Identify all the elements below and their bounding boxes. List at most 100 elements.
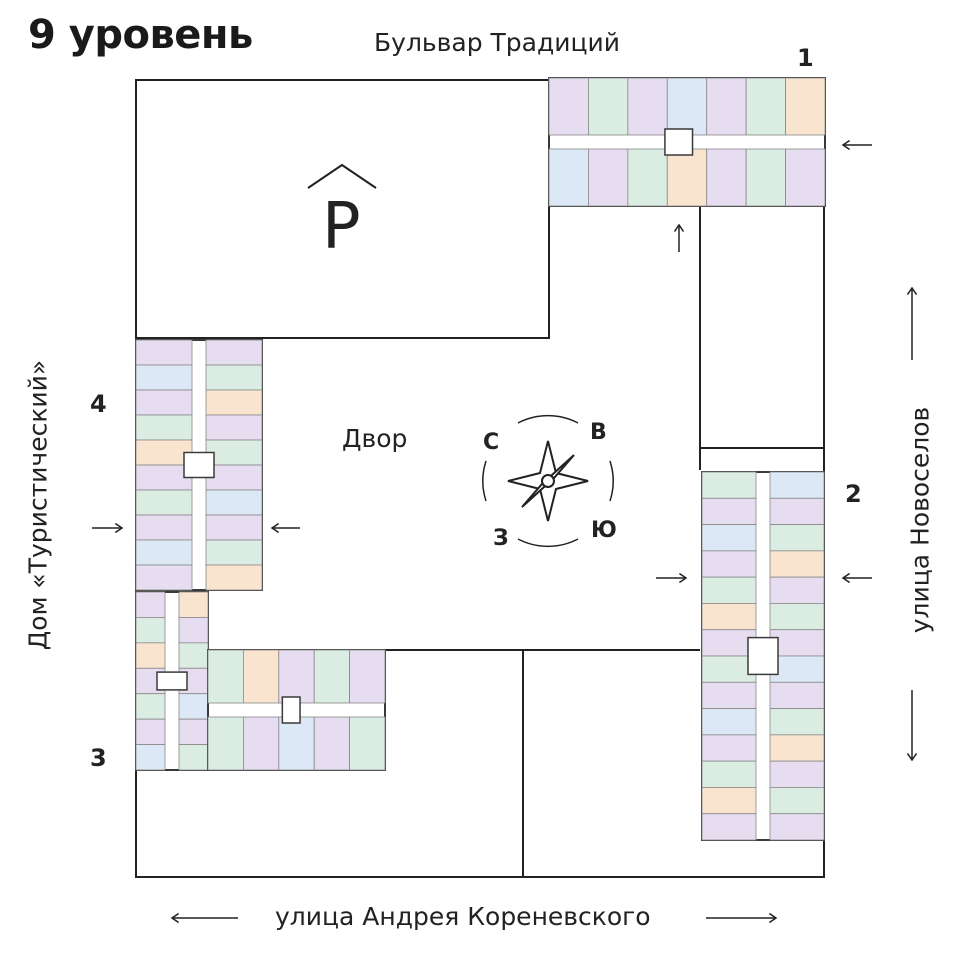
- apartment-unit[interactable]: [205, 564, 263, 591]
- apartment-unit[interactable]: [706, 148, 747, 207]
- apartment-unit[interactable]: [205, 439, 263, 466]
- direction-arrow-icon: [906, 690, 918, 762]
- apartment-unit[interactable]: [178, 693, 209, 720]
- apartment-unit[interactable]: [135, 642, 166, 669]
- apartment-unit[interactable]: [205, 389, 263, 416]
- apartment-unit[interactable]: [278, 716, 315, 771]
- apartment-unit[interactable]: [135, 718, 166, 745]
- apartment-unit[interactable]: [701, 603, 757, 631]
- apartment-unit[interactable]: [205, 414, 263, 441]
- apartment-unit[interactable]: [135, 693, 166, 720]
- apartment-unit[interactable]: [701, 787, 757, 815]
- apartment-unit[interactable]: [349, 649, 386, 704]
- apartment-unit[interactable]: [135, 489, 193, 516]
- apartment-unit[interactable]: [178, 591, 209, 618]
- apartment-unit[interactable]: [135, 617, 166, 644]
- apartment-unit[interactable]: [207, 716, 244, 771]
- apartment-unit[interactable]: [701, 497, 757, 525]
- apartment-unit[interactable]: [769, 629, 825, 657]
- page-title: 9 уровень: [28, 12, 253, 58]
- apartment-unit[interactable]: [745, 77, 786, 136]
- apartment-unit[interactable]: [313, 716, 351, 771]
- street-top-label: Бульвар Традиций: [374, 28, 621, 57]
- apartment-unit[interactable]: [769, 471, 825, 499]
- street-bottom-label: улица Андрея Кореневского: [275, 902, 651, 931]
- apartment-unit[interactable]: [701, 681, 757, 709]
- parking-label: P: [322, 190, 361, 264]
- entrance-arrow-icon: [92, 522, 124, 534]
- apartment-unit[interactable]: [135, 339, 193, 366]
- apartment-unit[interactable]: [785, 148, 826, 207]
- apartment-unit[interactable]: [349, 716, 386, 771]
- apartment-unit[interactable]: [769, 497, 825, 525]
- building-3-number[interactable]: 3: [90, 744, 107, 772]
- apartment-unit[interactable]: [135, 389, 193, 416]
- apartment-unit[interactable]: [769, 760, 825, 788]
- apartment-unit[interactable]: [205, 364, 263, 391]
- apartment-unit[interactable]: [769, 681, 825, 709]
- compass-rose-icon: [482, 414, 614, 548]
- apartment-unit[interactable]: [769, 787, 825, 815]
- apartment-unit[interactable]: [701, 550, 757, 578]
- apartment-unit[interactable]: [135, 414, 193, 441]
- apartment-unit[interactable]: [745, 148, 786, 207]
- apartment-unit[interactable]: [701, 708, 757, 736]
- apartment-unit[interactable]: [701, 655, 757, 683]
- apartment-unit[interactable]: [135, 591, 166, 618]
- apartment-unit[interactable]: [701, 760, 757, 788]
- apartment-unit[interactable]: [666, 148, 708, 207]
- apartment-unit[interactable]: [548, 77, 589, 136]
- apartment-unit[interactable]: [278, 649, 315, 704]
- parking-icon: [307, 163, 377, 189]
- apartment-unit[interactable]: [627, 77, 668, 136]
- apartment-unit[interactable]: [178, 744, 209, 771]
- apartment-unit[interactable]: [207, 649, 244, 704]
- apartment-unit[interactable]: [588, 148, 629, 207]
- apartment-unit[interactable]: [627, 148, 668, 207]
- apartment-unit[interactable]: [205, 339, 263, 366]
- apartment-unit[interactable]: [706, 77, 747, 136]
- apartment-unit[interactable]: [701, 734, 757, 762]
- apartment-unit[interactable]: [178, 617, 209, 644]
- building-2-number[interactable]: 2: [845, 480, 862, 508]
- apartment-unit[interactable]: [135, 564, 193, 591]
- apartment-unit[interactable]: [588, 77, 629, 136]
- apartment-unit[interactable]: [205, 539, 263, 566]
- direction-arrow-icon: [170, 912, 238, 924]
- apartment-unit[interactable]: [205, 514, 263, 541]
- apartment-unit[interactable]: [548, 148, 589, 207]
- entrance-arrow-icon: [841, 572, 872, 584]
- apartment-unit[interactable]: [769, 655, 825, 683]
- apartment-unit[interactable]: [769, 550, 825, 578]
- apartment-unit[interactable]: [701, 471, 757, 499]
- apartment-unit[interactable]: [701, 576, 757, 604]
- apartment-unit[interactable]: [135, 514, 193, 541]
- apartment-unit[interactable]: [769, 524, 825, 552]
- apartment-unit[interactable]: [205, 489, 263, 516]
- apartment-unit[interactable]: [242, 649, 280, 704]
- yard-label: Двор: [342, 424, 408, 453]
- apartment-unit[interactable]: [701, 813, 757, 841]
- apartment-unit[interactable]: [178, 718, 209, 745]
- apartment-unit[interactable]: [313, 649, 351, 704]
- apartment-unit[interactable]: [701, 524, 757, 552]
- apartment-unit[interactable]: [769, 813, 825, 841]
- apartment-unit[interactable]: [135, 539, 193, 566]
- building-1-number[interactable]: 1: [797, 44, 814, 72]
- building-4-number[interactable]: 4: [90, 390, 107, 418]
- apartment-unit[interactable]: [785, 77, 826, 136]
- stair-core: [664, 128, 694, 156]
- parking-block: [135, 79, 550, 339]
- apartment-unit[interactable]: [135, 744, 166, 771]
- apartment-unit[interactable]: [178, 642, 209, 669]
- apartment-unit[interactable]: [769, 708, 825, 736]
- apartment-unit[interactable]: [769, 734, 825, 762]
- apartment-unit[interactable]: [769, 603, 825, 631]
- apartment-unit[interactable]: [769, 576, 825, 604]
- direction-arrow-icon: [906, 286, 918, 360]
- apartment-unit[interactable]: [242, 716, 280, 771]
- apartment-unit[interactable]: [666, 77, 708, 136]
- apartment-unit[interactable]: [135, 364, 193, 391]
- entrance-arrow-icon: [656, 572, 688, 584]
